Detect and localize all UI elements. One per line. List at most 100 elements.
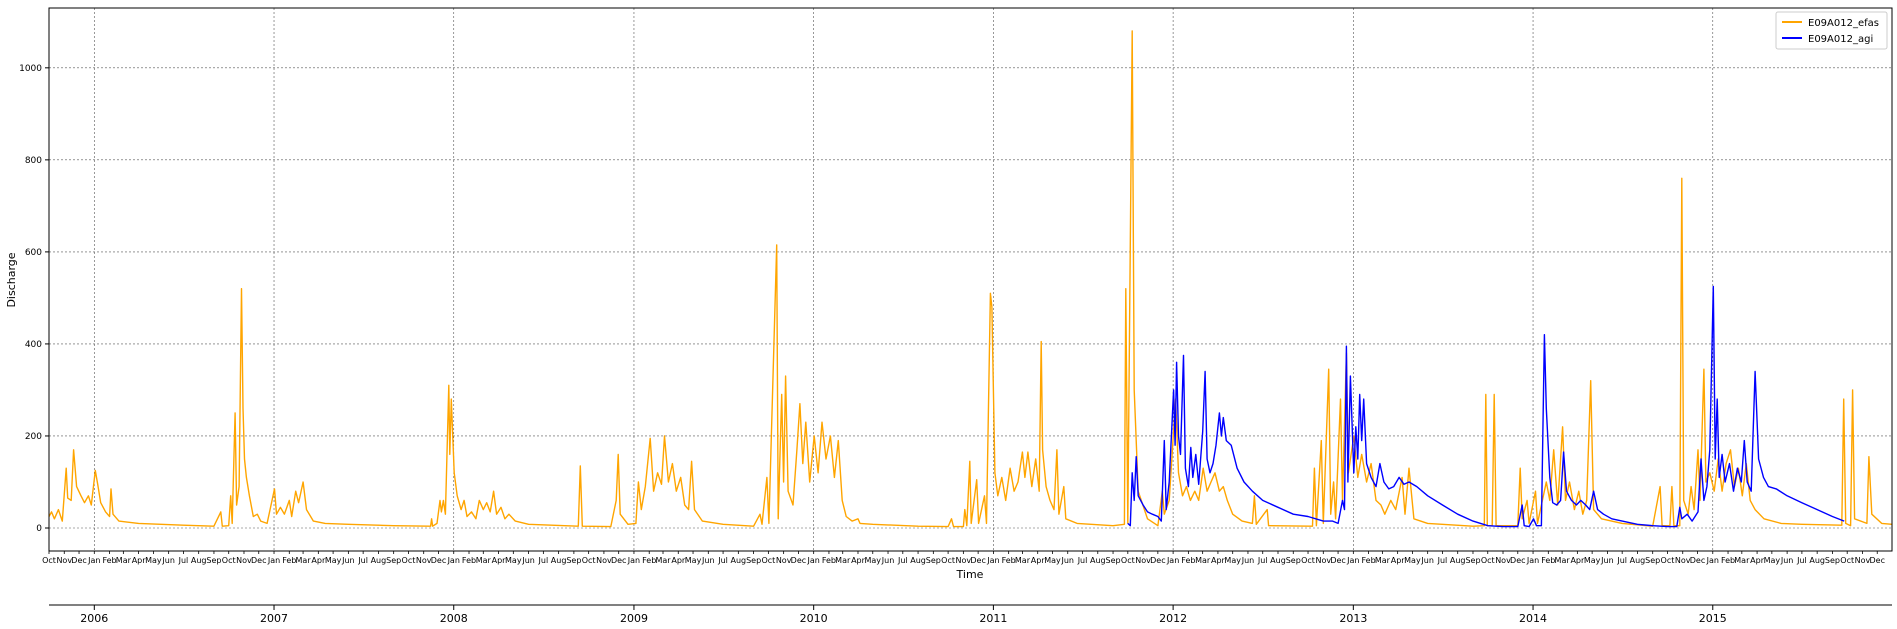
month-tick-label: Apr — [1750, 556, 1765, 565]
month-tick-label: Feb — [1181, 556, 1195, 565]
month-tick-label: Jan — [1166, 556, 1179, 565]
month-tick-label: Feb — [462, 556, 476, 565]
x-axis-year-ticks: 2006 2007 2008 2009 2010 2011 2012 2013 2014 2015 — [80, 605, 1727, 625]
series-layer — [48, 30, 1893, 528]
month-tick-label: Dec — [791, 556, 806, 565]
month-tick-label: Feb — [102, 556, 116, 565]
month-tick-label: Jun — [1780, 556, 1794, 565]
month-tick-label: Apr — [132, 556, 147, 565]
month-tick-label: Sep — [1645, 556, 1660, 565]
month-tick-label: Nov — [596, 556, 612, 565]
month-tick-label: Sep — [746, 556, 761, 565]
month-tick-label: Jan — [447, 556, 460, 565]
month-tick-label: Dec — [71, 556, 86, 565]
month-tick-label: Dec — [431, 556, 446, 565]
month-tick-label: Oct — [1840, 556, 1854, 565]
month-tick-label: Oct — [402, 556, 416, 565]
month-tick-label: Jul — [1257, 556, 1268, 565]
month-tick-label: Jul — [1796, 556, 1807, 565]
y-tick-label: 400 — [25, 340, 42, 350]
month-tick-label: May — [1584, 556, 1601, 565]
y-axis-ticks: 0 200 400 600 800 1000 — [19, 64, 49, 534]
month-tick-label: Sep — [386, 556, 401, 565]
month-tick-label: Nov — [1495, 556, 1511, 565]
month-tick-label: Mar — [296, 556, 312, 565]
month-tick-label: Oct — [1481, 556, 1495, 565]
month-tick-label: Jan — [1526, 556, 1539, 565]
series-line-efas — [48, 30, 1893, 528]
month-tick-label: Mar — [1734, 556, 1750, 565]
month-tick-label: Dec — [1510, 556, 1525, 565]
month-tick-label: Oct — [1121, 556, 1135, 565]
legend-label-efas: E09A012_efas — [1808, 18, 1879, 29]
year-tick-label: 2014 — [1519, 612, 1547, 625]
month-tick-label: Jan — [807, 556, 820, 565]
month-tick-label: Aug — [191, 556, 207, 565]
month-tick-label: Aug — [910, 556, 926, 565]
month-tick-label: Nov — [1855, 556, 1871, 565]
month-tick-label: Feb — [1362, 556, 1376, 565]
month-tick-label: Mar — [476, 556, 492, 565]
month-tick-label: Nov — [1315, 556, 1331, 565]
year-tick-label: 2011 — [979, 612, 1007, 625]
year-tick-label: 2009 — [620, 612, 648, 625]
month-tick-label: Feb — [642, 556, 656, 565]
month-tick-label: Jun — [1060, 556, 1074, 565]
month-tick-label: Jul — [538, 556, 549, 565]
month-tick-label: Apr — [671, 556, 686, 565]
month-tick-label: Nov — [956, 556, 972, 565]
month-tick-label: Dec — [611, 556, 626, 565]
month-tick-label: Aug — [731, 556, 747, 565]
month-tick-label: Jan — [627, 556, 640, 565]
month-tick-label: Jun — [1600, 556, 1614, 565]
month-tick-label: Apr — [1570, 556, 1585, 565]
month-tick-label: Jul — [897, 556, 908, 565]
series-line-agi — [1127, 285, 1845, 528]
legend-label-agi: E09A012_agi — [1808, 34, 1873, 45]
month-tick-label: Mar — [1015, 556, 1031, 565]
month-tick-label: Jun — [521, 556, 535, 565]
month-tick-label: Sep — [206, 556, 221, 565]
legend-box — [1775, 11, 1888, 50]
plot-area-frame — [48, 7, 1893, 552]
month-tick-label: Aug — [1090, 556, 1106, 565]
month-tick-label: Feb — [1541, 556, 1555, 565]
y-axis-label: Discharge — [5, 252, 18, 307]
month-tick-label: Mar — [116, 556, 132, 565]
month-tick-label: Jun — [161, 556, 175, 565]
month-tick-label: Jul — [1077, 556, 1088, 565]
month-tick-label: May — [864, 556, 881, 565]
month-tick-label: Dec — [970, 556, 985, 565]
month-tick-label: Dec — [251, 556, 266, 565]
month-tick-label: Mar — [655, 556, 671, 565]
month-tick-label: Oct — [42, 556, 56, 565]
y-tick-label: 600 — [25, 248, 42, 258]
month-tick-label: Sep — [926, 556, 941, 565]
month-tick-label: Sep — [566, 556, 581, 565]
month-tick-label: Aug — [1450, 556, 1466, 565]
year-tick-label: 2015 — [1699, 612, 1727, 625]
month-tick-label: Dec — [1869, 556, 1884, 565]
month-tick-label: Apr — [1031, 556, 1046, 565]
month-tick-label: Apr — [1391, 556, 1406, 565]
month-tick-label: Jan — [267, 556, 280, 565]
month-tick-label: May — [1764, 556, 1781, 565]
month-tick-label: Apr — [1211, 556, 1226, 565]
y-tick-label: 1000 — [19, 64, 42, 74]
month-tick-label: May — [325, 556, 342, 565]
month-tick-label: Nov — [56, 556, 72, 565]
y-tick-label: 200 — [25, 432, 42, 442]
month-tick-label: Aug — [1270, 556, 1286, 565]
y-tick-label: 800 — [25, 156, 42, 166]
month-tick-label: Jan — [1706, 556, 1719, 565]
month-tick-label: Jul — [357, 556, 368, 565]
month-tick-label: Feb — [1002, 556, 1016, 565]
month-tick-label: May — [505, 556, 522, 565]
month-tick-label: Oct — [222, 556, 236, 565]
month-tick-label: Dec — [1150, 556, 1165, 565]
month-tick-label: May — [1404, 556, 1421, 565]
x-axis-label: Time — [956, 568, 984, 581]
month-tick-label: May — [685, 556, 702, 565]
month-tick-label: Oct — [941, 556, 955, 565]
